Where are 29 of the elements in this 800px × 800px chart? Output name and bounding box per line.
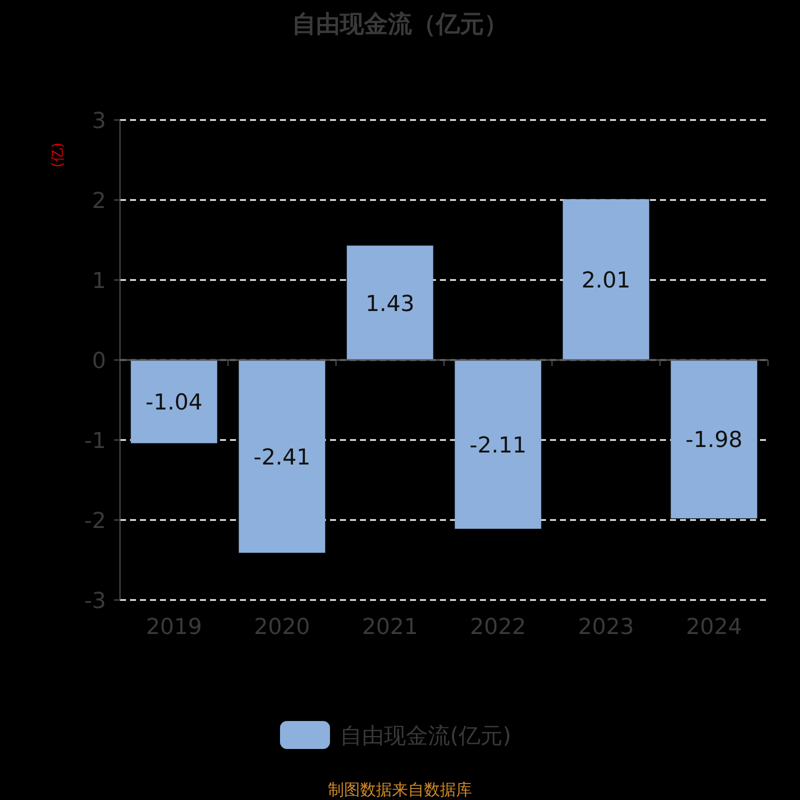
bar: [346, 246, 434, 360]
y-axis-title: (亿): [50, 142, 66, 168]
bar: [130, 360, 218, 444]
y-tick-label: 2: [92, 189, 106, 214]
bar: [238, 360, 326, 553]
bar: [454, 360, 542, 529]
data-label: -2.11: [470, 433, 526, 458]
x-tick-label: 2023: [578, 615, 634, 640]
x-tick-label: 2024: [686, 615, 742, 640]
legend-label: 自由现金流(亿元): [340, 724, 512, 749]
x-tick-label: 2021: [362, 615, 418, 640]
y-tick-label: 0: [92, 349, 106, 374]
y-tick-label: -1: [84, 429, 106, 454]
x-tick-label: 2019: [146, 615, 202, 640]
data-label: 1.43: [366, 292, 414, 317]
bar: [670, 360, 758, 518]
y-tick-label: -3: [84, 589, 106, 614]
y-tick-label: -2: [84, 509, 106, 534]
bar: [562, 199, 650, 360]
data-label: -1.04: [146, 390, 202, 416]
y-tick-label: 3: [92, 109, 106, 134]
text: 制图数据来自数据库: [328, 780, 472, 799]
data-label: -1.98: [686, 428, 742, 454]
x-tick-label: 2020: [254, 615, 310, 640]
data-label: -2.41: [254, 445, 310, 470]
data-label: 2.01: [582, 268, 630, 294]
y-tick-label: 1: [92, 269, 106, 294]
x-tick-label: 2022: [470, 615, 526, 640]
chart-title: 自由现金流（亿元）: [292, 10, 508, 38]
